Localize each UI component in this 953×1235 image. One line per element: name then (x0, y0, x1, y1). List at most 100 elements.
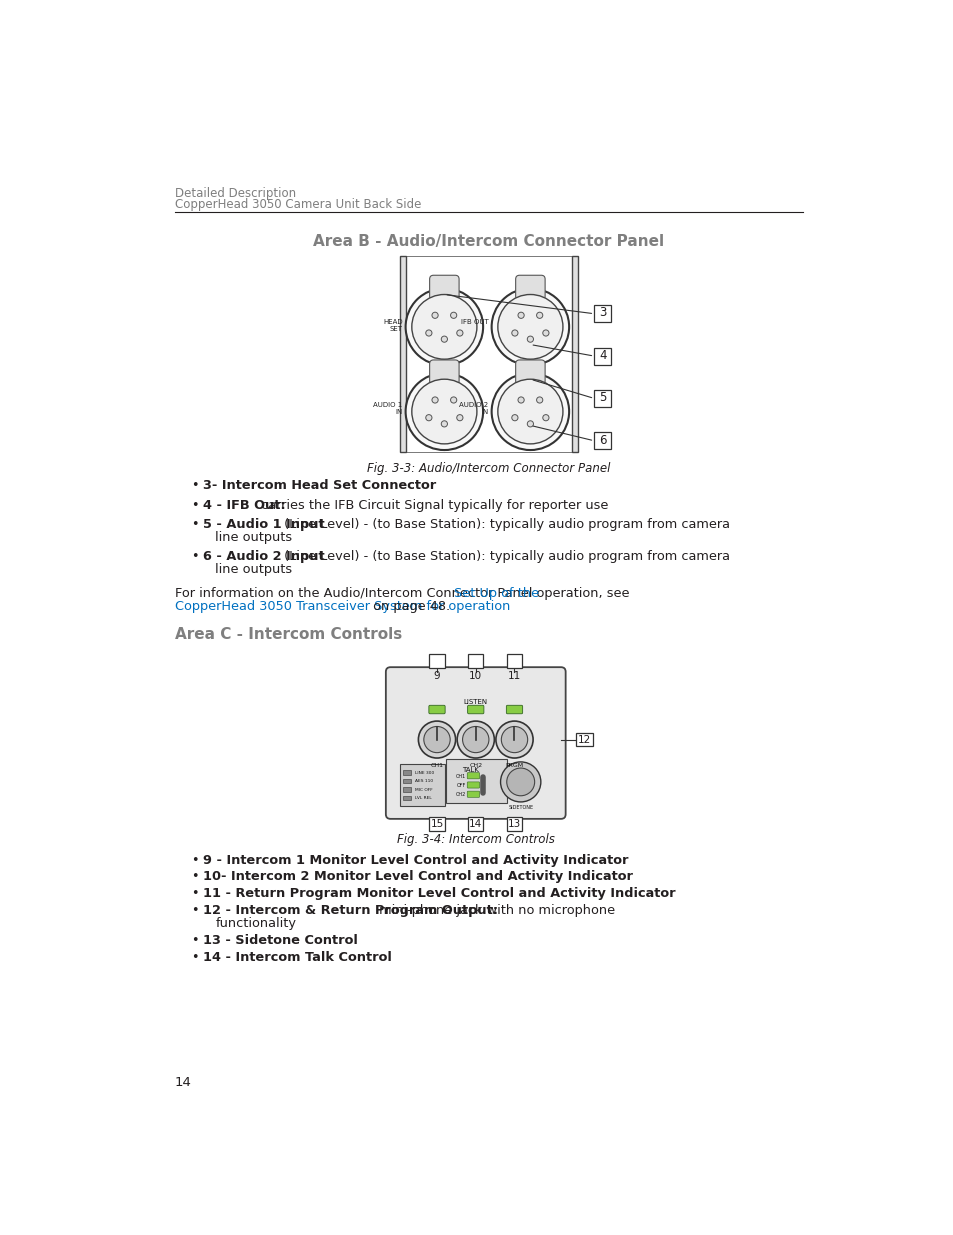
Text: •: • (192, 951, 198, 965)
FancyBboxPatch shape (467, 705, 483, 714)
Text: carries the IFB Circuit Signal typically for reporter use: carries the IFB Circuit Signal typically… (257, 499, 608, 511)
Text: 5 - Audio 1 Input: 5 - Audio 1 Input (203, 517, 324, 531)
Text: Set Up of the: Set Up of the (454, 587, 538, 600)
FancyBboxPatch shape (467, 792, 479, 798)
Text: 14: 14 (174, 1076, 192, 1089)
Text: 15: 15 (430, 819, 443, 829)
Text: Fig. 3-4: Intercom Controls: Fig. 3-4: Intercom Controls (396, 834, 554, 846)
FancyBboxPatch shape (385, 667, 565, 819)
Text: 11: 11 (507, 672, 520, 682)
Bar (506, 655, 521, 668)
Text: 4: 4 (598, 348, 606, 362)
Text: •: • (192, 853, 198, 867)
FancyBboxPatch shape (516, 359, 544, 384)
Text: AUDIO 1
IN: AUDIO 1 IN (373, 403, 402, 415)
Bar (402, 771, 410, 776)
Circle shape (497, 294, 562, 359)
Circle shape (527, 421, 533, 427)
Text: AUDIO 2
IN: AUDIO 2 IN (459, 403, 488, 415)
Circle shape (517, 312, 523, 319)
Bar (594, 305, 611, 322)
Text: CH1: CH1 (430, 763, 443, 768)
Circle shape (511, 415, 517, 421)
Text: 6: 6 (598, 433, 606, 447)
Text: 11 - Return Program Monitor Level Control and Activity Indicator: 11 - Return Program Monitor Level Contro… (203, 888, 675, 900)
Circle shape (536, 312, 542, 319)
Circle shape (423, 726, 450, 752)
Bar (468, 655, 483, 668)
Bar (571, 256, 578, 452)
Text: PRGM: PRGM (505, 763, 523, 768)
Text: SIDETONE: SIDETONE (508, 805, 533, 810)
Text: 10: 10 (469, 672, 482, 682)
Text: 5: 5 (598, 391, 606, 404)
Circle shape (425, 415, 432, 421)
Circle shape (462, 726, 488, 752)
Circle shape (432, 312, 437, 319)
Text: •: • (192, 888, 198, 900)
Circle shape (491, 373, 569, 450)
Circle shape (441, 421, 447, 427)
Text: 9: 9 (434, 672, 440, 682)
Text: 6 - Audio 2 Input: 6 - Audio 2 Input (203, 550, 324, 563)
FancyBboxPatch shape (506, 705, 522, 714)
Text: AES 110: AES 110 (415, 779, 433, 783)
Bar (402, 795, 410, 800)
Text: CH1: CH1 (455, 774, 465, 779)
Circle shape (405, 373, 482, 450)
Bar (594, 432, 611, 450)
Circle shape (491, 288, 569, 366)
Text: mini-phone jack with no microphone: mini-phone jack with no microphone (375, 904, 615, 918)
Text: line outputs: line outputs (215, 531, 293, 543)
Text: For information on the Audio/Intercom Connector Panel operation, see: For information on the Audio/Intercom Co… (174, 587, 633, 600)
Text: 9 - Intercom 1 Monitor Level Control and Activity Indicator: 9 - Intercom 1 Monitor Level Control and… (203, 853, 628, 867)
Text: (Line Level) - (to Base Station): typically audio program from camera: (Line Level) - (to Base Station): typica… (280, 550, 729, 563)
Circle shape (542, 415, 548, 421)
FancyBboxPatch shape (429, 359, 458, 384)
Text: CopperHead 3050 Camera Unit Back Side: CopperHead 3050 Camera Unit Back Side (174, 199, 421, 211)
Text: Area B - Audio/Intercom Connector Panel: Area B - Audio/Intercom Connector Panel (313, 235, 664, 249)
Circle shape (456, 330, 462, 336)
Text: 10- Intercom 2 Monitor Level Control and Activity Indicator: 10- Intercom 2 Monitor Level Control and… (203, 871, 632, 883)
Circle shape (500, 726, 527, 752)
Text: 12: 12 (577, 735, 590, 745)
Text: 14: 14 (469, 819, 482, 829)
Text: 13: 13 (507, 819, 520, 829)
Circle shape (506, 768, 534, 795)
Circle shape (517, 396, 523, 403)
Bar (446, 758, 506, 803)
Circle shape (405, 288, 482, 366)
Bar (594, 347, 611, 364)
Bar (399, 764, 444, 805)
Text: •: • (192, 871, 198, 883)
Bar (402, 779, 410, 783)
Text: LINE 300: LINE 300 (415, 771, 435, 774)
Circle shape (536, 396, 542, 403)
Text: MIC OFF: MIC OFF (415, 788, 433, 792)
Circle shape (542, 330, 548, 336)
Circle shape (527, 336, 533, 342)
Text: •: • (192, 499, 198, 511)
Bar (429, 818, 444, 831)
Circle shape (432, 396, 437, 403)
Text: OFF: OFF (456, 783, 465, 788)
Circle shape (412, 379, 476, 443)
Text: LVL REL: LVL REL (415, 797, 432, 800)
Text: line outputs: line outputs (215, 563, 293, 577)
Text: 3: 3 (598, 306, 606, 320)
Circle shape (456, 721, 494, 758)
Text: (Line Level) - (to Base Station): typically audio program from camera: (Line Level) - (to Base Station): typica… (280, 517, 729, 531)
Circle shape (456, 415, 462, 421)
Circle shape (412, 294, 476, 359)
Text: •: • (192, 479, 198, 493)
Circle shape (450, 312, 456, 319)
Bar (506, 818, 521, 831)
Text: functionality: functionality (215, 918, 296, 930)
Text: •: • (192, 550, 198, 563)
Text: LISTEN: LISTEN (463, 699, 487, 705)
Text: •: • (192, 517, 198, 531)
Circle shape (511, 330, 517, 336)
Bar (429, 655, 444, 668)
Text: IFB OUT: IFB OUT (460, 319, 488, 325)
Text: 14 - Intercom Talk Control: 14 - Intercom Talk Control (203, 951, 392, 965)
